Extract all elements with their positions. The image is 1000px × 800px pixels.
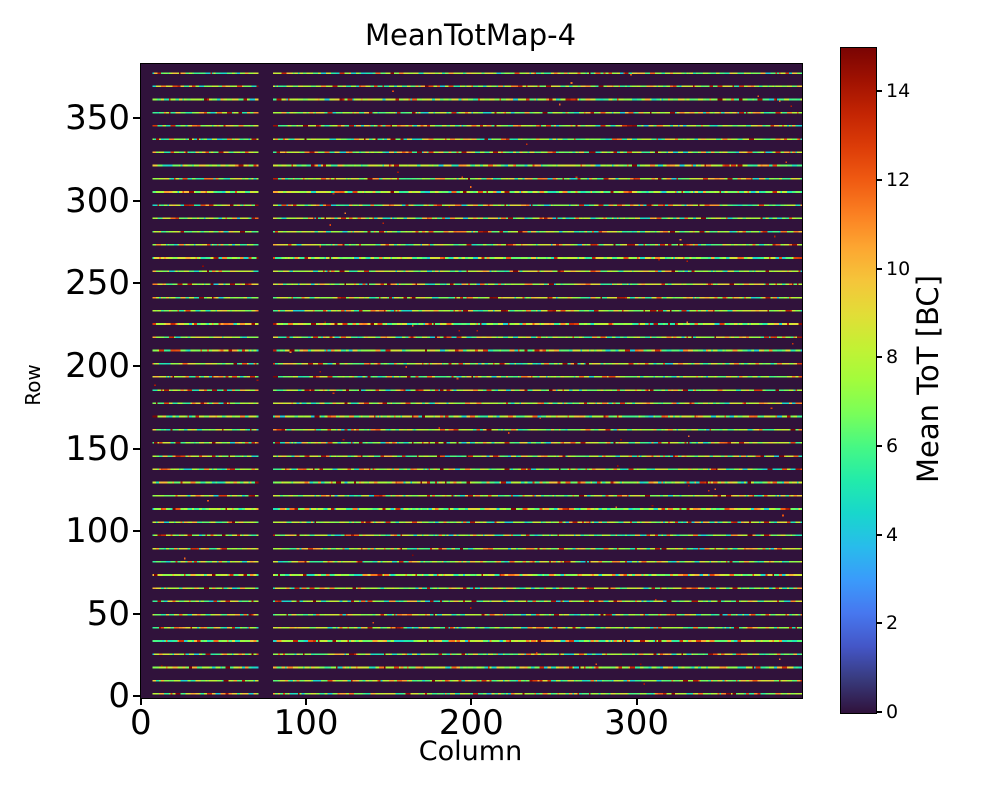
colorbar-tick-label: 4 (886, 523, 899, 546)
y-tick-label: 100 (65, 511, 130, 552)
y-axis-label: Row (21, 364, 45, 406)
y-tick-label: 50 (86, 593, 130, 634)
y-tick (133, 364, 140, 367)
x-tick-label: 200 (438, 703, 504, 743)
colorbar-tick (876, 445, 882, 447)
colorbar-tick (876, 711, 882, 713)
colorbar-tick-label: 2 (886, 612, 899, 635)
y-tick (133, 282, 140, 285)
colorbar-tick (876, 356, 882, 359)
y-tick-label: 200 (65, 345, 130, 386)
heatmap-image (141, 64, 802, 698)
y-tick-label: 150 (65, 428, 130, 469)
colorbar-tick (876, 90, 882, 93)
colorbar-tick (876, 267, 882, 270)
colorbar-tick-label: 12 (886, 169, 911, 191)
y-tick (133, 695, 140, 698)
x-tick (470, 698, 473, 705)
colorbar-tick-label: 0 (886, 701, 899, 723)
colorbar-tick-label: 10 (886, 257, 911, 280)
colorbar-tick-label: 14 (886, 80, 911, 103)
y-tick-label: 250 (65, 263, 130, 304)
x-tick-label: 300 (604, 703, 670, 743)
x-tick (635, 698, 638, 705)
colorbar-label: Mean ToT [BC] (911, 275, 945, 483)
colorbar-tick-label: 8 (886, 346, 899, 369)
y-tick (133, 530, 140, 533)
y-tick (133, 117, 140, 120)
y-tick (133, 199, 140, 202)
colorbar-tick (876, 179, 882, 181)
heatmap-plot-area (140, 63, 803, 699)
x-tick-label: 0 (129, 703, 152, 743)
colorbar-tick (876, 533, 882, 536)
x-tick (305, 698, 308, 705)
y-tick-label: 0 (108, 676, 130, 717)
colorbar-tick-label: 6 (886, 435, 899, 457)
x-axis-label: Column (418, 736, 523, 767)
y-tick-label: 300 (65, 180, 130, 221)
y-tick-label: 350 (65, 98, 130, 139)
colorbar-tick (876, 622, 882, 625)
x-tick (139, 698, 142, 705)
colorbar-gradient (840, 47, 877, 714)
x-tick-label: 100 (273, 703, 339, 743)
y-tick (133, 612, 140, 615)
plot-title: MeanTotMap-4 (364, 18, 577, 52)
y-tick (133, 447, 140, 450)
